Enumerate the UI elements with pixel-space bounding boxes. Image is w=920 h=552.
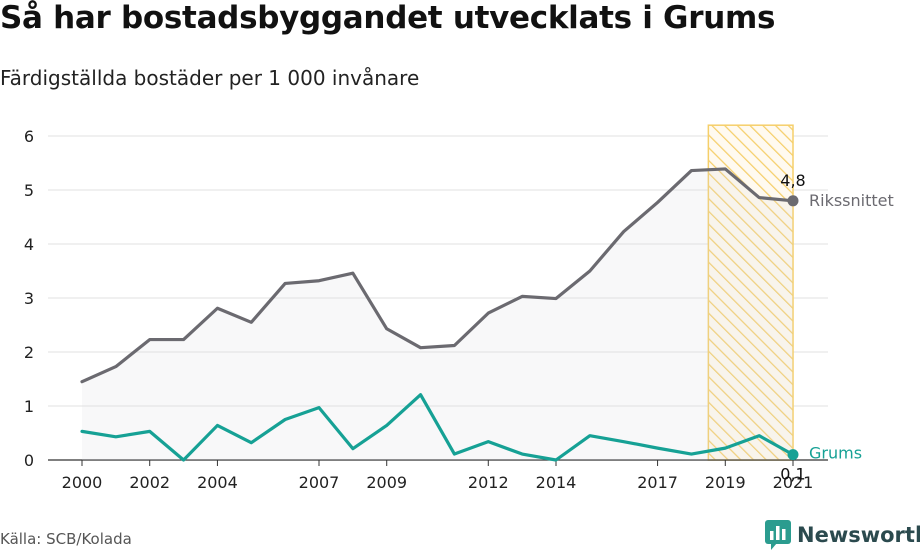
y-tick-label: 6 bbox=[24, 127, 34, 146]
chart-title: Så har bostadsbyggandet utvecklats i Gru… bbox=[0, 0, 776, 36]
x-tick-label: 2019 bbox=[705, 473, 746, 492]
grums-end-point bbox=[787, 449, 799, 461]
y-tick-label: 4 bbox=[24, 235, 34, 254]
riks-area bbox=[82, 168, 793, 460]
y-tick-label: 5 bbox=[24, 181, 34, 200]
riks-series-label: Rikssnittet bbox=[809, 191, 894, 210]
x-tick-label: 2012 bbox=[468, 473, 509, 492]
grums-series-label: Grums bbox=[809, 444, 862, 463]
brand-name: Newsworthy bbox=[797, 523, 920, 547]
x-tick-label: 2007 bbox=[299, 473, 340, 492]
newsworthy-logo: Newsworthy bbox=[765, 518, 920, 552]
grums-end-value: 0,1 bbox=[780, 465, 805, 484]
y-tick-label: 0 bbox=[24, 451, 34, 470]
x-tick-label: 2009 bbox=[366, 473, 407, 492]
source-note: Källa: SCB/Kolada bbox=[0, 530, 132, 548]
x-tick-label: 2017 bbox=[637, 473, 678, 492]
x-tick-label: 2014 bbox=[536, 473, 577, 492]
x-tick-label: 2004 bbox=[197, 473, 238, 492]
riks-end-point bbox=[787, 195, 799, 207]
x-tick-label: 2021 bbox=[773, 473, 814, 492]
chart-subtitle: Färdigställda bostäder per 1 000 invånar… bbox=[0, 66, 420, 90]
y-tick-label: 1 bbox=[24, 397, 34, 416]
x-tick-label: 2000 bbox=[62, 473, 103, 492]
riks-line bbox=[80, 167, 795, 384]
highlight-band bbox=[707, 124, 794, 461]
riks-end-value: 4,8 bbox=[780, 171, 805, 190]
grums-line bbox=[80, 393, 795, 462]
y-tick-label: 2 bbox=[24, 343, 34, 362]
chart-bubble-icon bbox=[765, 520, 791, 550]
x-tick-label: 2002 bbox=[129, 473, 170, 492]
y-tick-label: 3 bbox=[24, 289, 34, 308]
